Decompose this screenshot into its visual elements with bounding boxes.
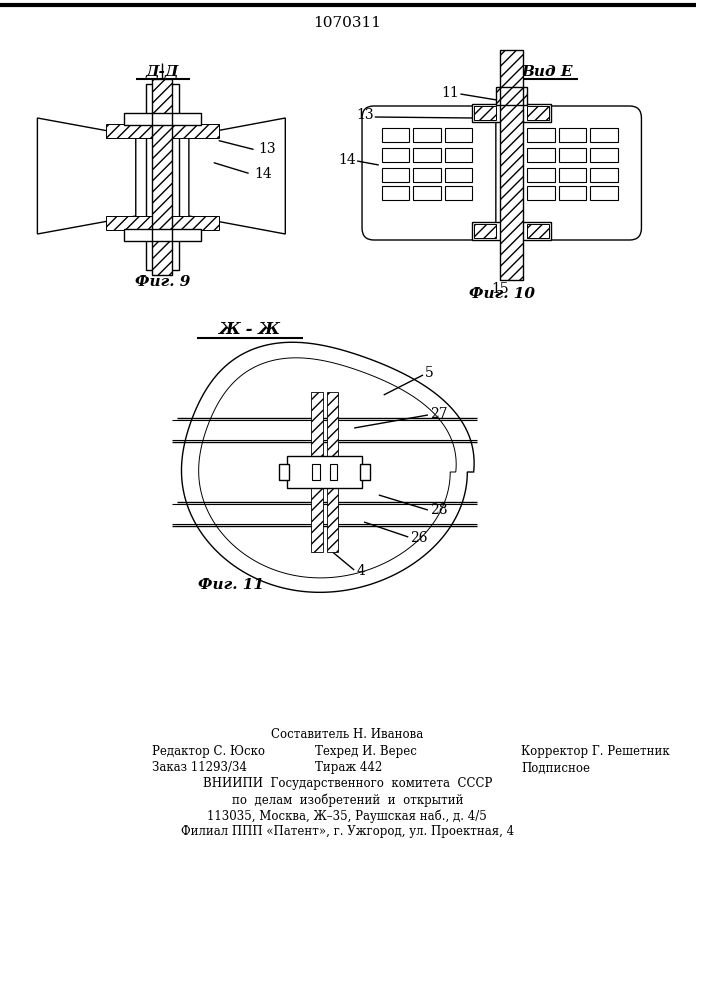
Bar <box>496 87 527 105</box>
Text: по  делам  изобретений  и  открытий: по делам изобретений и открытий <box>231 793 463 807</box>
Bar <box>527 128 555 142</box>
Bar <box>559 148 586 162</box>
Bar <box>106 124 219 138</box>
Bar <box>312 464 320 480</box>
Bar <box>445 148 472 162</box>
Bar <box>413 148 440 162</box>
Text: Тираж 442: Тираж 442 <box>315 762 382 774</box>
Text: Техред И. Верес: Техред И. Верес <box>315 746 416 758</box>
Bar <box>474 224 496 238</box>
Bar <box>413 128 440 142</box>
Text: Редактор С. Юско: Редактор С. Юско <box>153 746 266 758</box>
Bar <box>474 106 496 120</box>
Text: 28: 28 <box>430 503 448 517</box>
Text: 26: 26 <box>410 531 428 545</box>
Bar <box>527 106 549 120</box>
Bar <box>590 128 618 142</box>
Bar <box>413 186 440 200</box>
Bar <box>500 50 523 280</box>
Bar <box>472 104 551 122</box>
Bar <box>496 87 527 105</box>
Bar <box>445 128 472 142</box>
Bar <box>106 216 219 230</box>
Text: 14: 14 <box>339 153 356 167</box>
Text: Фиг. 9: Фиг. 9 <box>134 275 190 289</box>
Bar <box>527 186 555 200</box>
Bar <box>413 168 440 182</box>
Bar <box>382 148 409 162</box>
Bar <box>527 168 555 182</box>
Bar <box>382 186 409 200</box>
Text: Корректор Г. Решетник: Корректор Г. Решетник <box>522 746 670 758</box>
Bar <box>360 464 370 480</box>
Text: 1070311: 1070311 <box>313 16 381 30</box>
Text: 14: 14 <box>254 167 271 181</box>
Bar <box>559 186 586 200</box>
Polygon shape <box>189 118 286 234</box>
Text: Составитель Н. Иванова: Составитель Н. Иванова <box>271 728 423 742</box>
Text: 4: 4 <box>356 564 365 578</box>
Text: 13: 13 <box>356 108 374 122</box>
Bar <box>124 113 201 125</box>
Bar <box>590 168 618 182</box>
Bar <box>590 186 618 200</box>
Bar <box>279 464 289 480</box>
Polygon shape <box>182 342 474 592</box>
Polygon shape <box>199 358 456 578</box>
Text: 113035, Москва, Ж–35, Раушская наб., д. 4/5: 113035, Москва, Ж–35, Раушская наб., д. … <box>207 809 487 823</box>
Bar <box>527 148 555 162</box>
Bar <box>382 128 409 142</box>
Text: Заказ 11293/34: Заказ 11293/34 <box>153 762 247 774</box>
Text: Фиг. 10: Фиг. 10 <box>469 287 534 301</box>
Text: Филиал ППП «Патент», г. Ужгород, ул. Проектная, 4: Филиал ППП «Патент», г. Ужгород, ул. Про… <box>181 826 514 838</box>
Text: Вид Е: Вид Е <box>521 65 573 79</box>
Text: 27: 27 <box>430 407 448 421</box>
FancyBboxPatch shape <box>362 106 496 240</box>
Bar <box>590 148 618 162</box>
Text: 15: 15 <box>491 282 508 296</box>
Text: Д-Д: Д-Д <box>146 65 179 79</box>
Bar <box>445 168 472 182</box>
Text: 5: 5 <box>425 366 434 380</box>
FancyBboxPatch shape <box>508 106 641 240</box>
Bar <box>153 79 173 275</box>
Bar <box>382 168 409 182</box>
Bar <box>445 186 472 200</box>
Bar <box>327 392 339 552</box>
Bar <box>472 222 551 240</box>
Text: 13: 13 <box>259 142 276 156</box>
Bar <box>329 464 337 480</box>
Bar <box>500 50 523 280</box>
Bar <box>311 392 322 552</box>
Text: Подписное: Подписное <box>522 762 590 774</box>
Bar <box>527 224 549 238</box>
Bar <box>559 128 586 142</box>
Polygon shape <box>37 118 136 234</box>
Text: Фиг. 11: Фиг. 11 <box>198 578 264 592</box>
Text: ВНИИПИ  Государственного  комитета  СССР: ВНИИПИ Государственного комитета СССР <box>203 778 492 790</box>
Bar <box>153 79 173 275</box>
Bar <box>559 168 586 182</box>
Bar <box>287 456 362 488</box>
Text: 11: 11 <box>442 86 460 100</box>
Bar <box>146 84 179 270</box>
Text: Ж - Ж: Ж - Ж <box>218 322 280 338</box>
Bar <box>124 229 201 241</box>
